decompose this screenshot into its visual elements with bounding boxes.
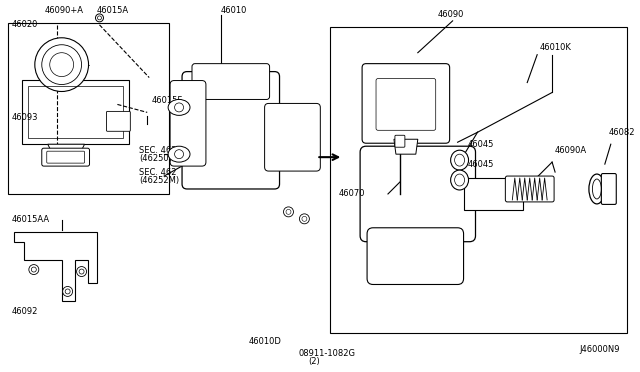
Ellipse shape xyxy=(168,99,190,115)
Circle shape xyxy=(63,286,72,296)
Text: 46010K: 46010K xyxy=(539,43,571,52)
Circle shape xyxy=(95,14,104,22)
FancyBboxPatch shape xyxy=(264,103,320,171)
Ellipse shape xyxy=(168,146,190,162)
Text: (2): (2) xyxy=(308,357,320,366)
FancyBboxPatch shape xyxy=(22,80,129,144)
Ellipse shape xyxy=(451,150,468,170)
Text: 46015F: 46015F xyxy=(151,96,182,105)
Text: 46082: 46082 xyxy=(609,128,636,137)
FancyBboxPatch shape xyxy=(360,146,476,242)
Text: 46020: 46020 xyxy=(12,20,38,29)
Circle shape xyxy=(35,38,88,92)
Text: 46092: 46092 xyxy=(12,307,38,316)
Text: 46045: 46045 xyxy=(468,160,494,169)
Text: 46015AA: 46015AA xyxy=(12,215,50,224)
FancyBboxPatch shape xyxy=(362,64,450,143)
Text: 46090+A: 46090+A xyxy=(45,6,84,15)
FancyBboxPatch shape xyxy=(463,178,524,210)
FancyBboxPatch shape xyxy=(367,228,463,285)
Ellipse shape xyxy=(451,170,468,190)
Text: 46015A: 46015A xyxy=(97,6,129,15)
Text: 46010D: 46010D xyxy=(249,337,282,346)
Text: 46045: 46045 xyxy=(468,140,494,149)
Polygon shape xyxy=(48,144,84,154)
Circle shape xyxy=(284,207,294,217)
Text: SEC. 462: SEC. 462 xyxy=(140,167,177,177)
FancyBboxPatch shape xyxy=(506,176,554,202)
FancyBboxPatch shape xyxy=(42,148,90,166)
Text: (46250): (46250) xyxy=(140,154,172,163)
Polygon shape xyxy=(14,232,97,301)
FancyBboxPatch shape xyxy=(602,174,616,204)
Polygon shape xyxy=(394,139,418,154)
Circle shape xyxy=(300,214,309,224)
Text: 08911-1082G: 08911-1082G xyxy=(298,349,355,357)
Text: 46090: 46090 xyxy=(438,10,464,19)
Circle shape xyxy=(50,53,74,77)
Circle shape xyxy=(42,45,81,84)
FancyBboxPatch shape xyxy=(182,71,280,189)
FancyBboxPatch shape xyxy=(395,135,405,147)
Text: 46010: 46010 xyxy=(221,6,247,15)
Bar xyxy=(8,23,169,194)
Circle shape xyxy=(77,267,86,276)
FancyBboxPatch shape xyxy=(170,81,206,166)
FancyBboxPatch shape xyxy=(106,111,131,131)
FancyBboxPatch shape xyxy=(192,64,269,99)
Circle shape xyxy=(29,264,39,275)
Text: 46093: 46093 xyxy=(12,113,38,122)
Ellipse shape xyxy=(589,174,605,204)
Text: SEC. 462: SEC. 462 xyxy=(140,146,177,155)
Text: (46252M): (46252M) xyxy=(140,176,179,185)
Text: 46090A: 46090A xyxy=(555,146,588,155)
Bar xyxy=(330,27,627,333)
Text: 46070: 46070 xyxy=(338,189,365,198)
Text: J46000N9: J46000N9 xyxy=(579,344,620,354)
